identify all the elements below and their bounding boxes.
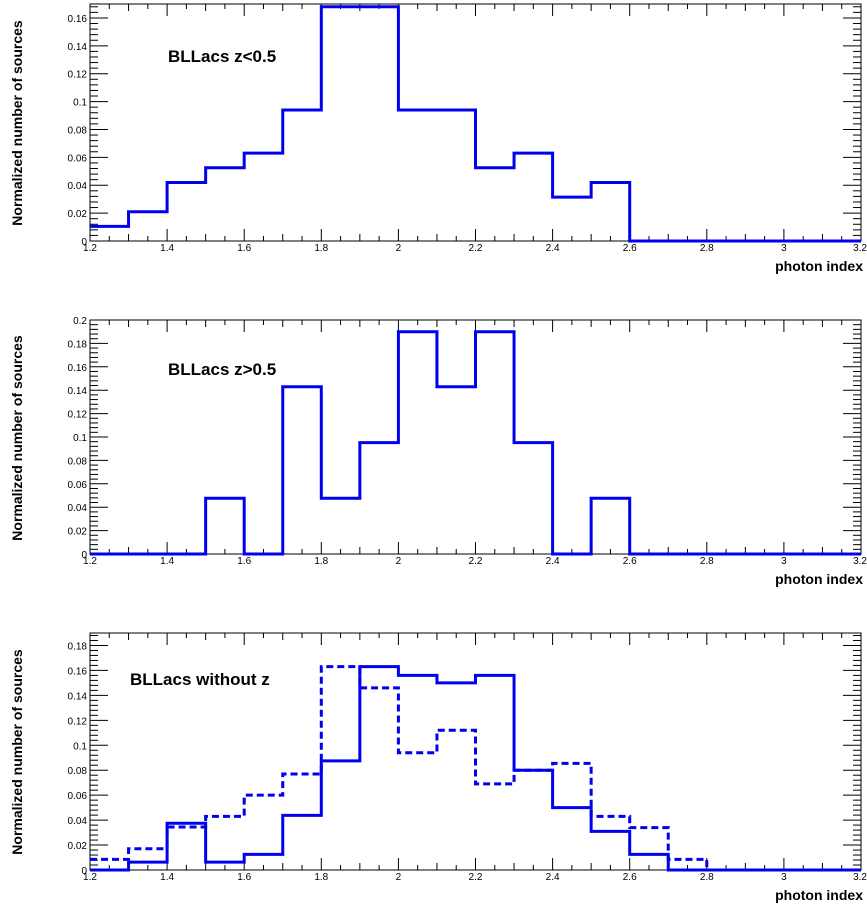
panel-title: BLLacs without z [130, 670, 270, 689]
x-tick-label: 3 [781, 556, 787, 567]
y-tick-label: 0 [81, 237, 87, 248]
y-tick-label: 0.1 [73, 98, 87, 109]
y-tick-label: 0.12 [68, 70, 88, 81]
x-tick-label: 1.8 [314, 243, 328, 254]
x-tick-label: 1.4 [160, 556, 174, 567]
x-tick-label: 1.4 [160, 872, 174, 883]
y-tick-label: 0.2 [73, 316, 87, 327]
y-tick-label: 0.02 [68, 527, 88, 538]
panel-title: BLLacs z>0.5 [168, 360, 276, 379]
x-tick-label: 3.2 [853, 556, 867, 567]
x-tick-label: 1.6 [237, 872, 251, 883]
y-tick-label: 0 [81, 866, 87, 877]
y-axis-label: Normalized number of sources [9, 649, 25, 855]
y-tick-label: 0.16 [68, 363, 88, 374]
x-tick-label: 1.2 [83, 243, 97, 254]
y-tick-label: 0.08 [68, 456, 88, 467]
histogram-panel-z-lt-0.5: 1.2 1.4 1.6 1.8 2 2.2 2.4 2.6 2.8 3 3.2 0 0.02 0.04 0.… [9, 3, 867, 274]
x-tick-label: 2.4 [546, 556, 560, 567]
x-tick-label: 2.8 [700, 243, 714, 254]
y-tick-label: 0.14 [68, 42, 88, 53]
y-tick-label: 0.16 [68, 666, 88, 677]
y-tick-label: 0.02 [68, 209, 88, 220]
y-tick-label: 0.06 [68, 480, 88, 491]
histogram-panel-z-gt-0.5: 1.2 1.4 1.6 1.8 2 2.2 2.4 2.6 2.8 3 3.2 0 0.02 0.04 0.… [9, 316, 867, 587]
y-tick-label: 0.18 [68, 641, 88, 652]
x-tick-label: 2 [396, 243, 402, 254]
x-tick-label: 1.2 [83, 872, 97, 883]
x-tick-label: 1.6 [237, 243, 251, 254]
x-tick-label: 2.4 [546, 872, 560, 883]
x-tick-label: 1.8 [314, 556, 328, 567]
y-tick-label: 0.06 [68, 153, 88, 164]
y-tick-label: 0.06 [68, 791, 88, 802]
y-tick-label: 0.08 [68, 125, 88, 136]
y-tick-label: 0.02 [68, 841, 88, 852]
histogram-series-solid [90, 330, 861, 556]
y-tick-label: 0.04 [68, 816, 88, 827]
x-axis-label: photon index [775, 887, 863, 903]
x-tick-label: 2.2 [469, 872, 483, 883]
y-tick-label: 0 [81, 550, 87, 561]
x-tick-label: 3 [781, 872, 787, 883]
x-tick-label: 2.8 [700, 556, 714, 567]
x-tick-label: 3.2 [853, 243, 867, 254]
x-tick-label: 2 [396, 872, 402, 883]
y-axis-label: Normalized number of sources [9, 20, 25, 226]
x-tick-label: 1.4 [160, 243, 174, 254]
y-tick-label: 0.14 [68, 386, 88, 397]
y-tick-label: 0.08 [68, 766, 88, 777]
x-tick-label: 2.6 [623, 243, 637, 254]
x-tick-label: 2.6 [623, 872, 637, 883]
x-axis-label: photon index [775, 571, 863, 587]
x-tick-label: 2 [396, 556, 402, 567]
x-tick-label: 2.6 [623, 556, 637, 567]
x-axis-label: photon index [775, 258, 863, 274]
y-tick-label: 0.04 [68, 181, 88, 192]
y-tick-label: 0.1 [73, 741, 87, 752]
x-tick-label: 1.6 [237, 556, 251, 567]
y-tick-label: 0.18 [68, 339, 88, 350]
x-tick-label: 3 [781, 243, 787, 254]
y-tick-label: 0.14 [68, 691, 88, 702]
x-tick-label: 1.2 [83, 556, 97, 567]
x-tick-label: 2.2 [469, 556, 483, 567]
y-tick-label: 0.12 [68, 410, 88, 421]
x-tick-label: 3.2 [853, 872, 867, 883]
y-tick-label: 0.1 [73, 433, 87, 444]
y-tick-label: 0.04 [68, 503, 88, 514]
histogram-series-solid [90, 5, 861, 243]
histogram-panel-without-z: 1.2 1.4 1.6 1.8 2 2.2 2.4 2.6 2.8 3 3.2 0 0.02 0.04 0.… [9, 632, 867, 903]
y-tick-label: 0.16 [68, 14, 88, 25]
x-tick-label: 2.4 [546, 243, 560, 254]
panel-title: BLLacs z<0.5 [168, 47, 276, 66]
x-tick-label: 2.8 [700, 872, 714, 883]
x-tick-label: 1.8 [314, 872, 328, 883]
y-tick-label: 0.12 [68, 716, 88, 727]
x-tick-label: 2.2 [469, 243, 483, 254]
y-axis-label: Normalized number of sources [9, 335, 25, 541]
histogram-series-dashed [90, 665, 861, 872]
histogram-series-solid [90, 665, 861, 872]
